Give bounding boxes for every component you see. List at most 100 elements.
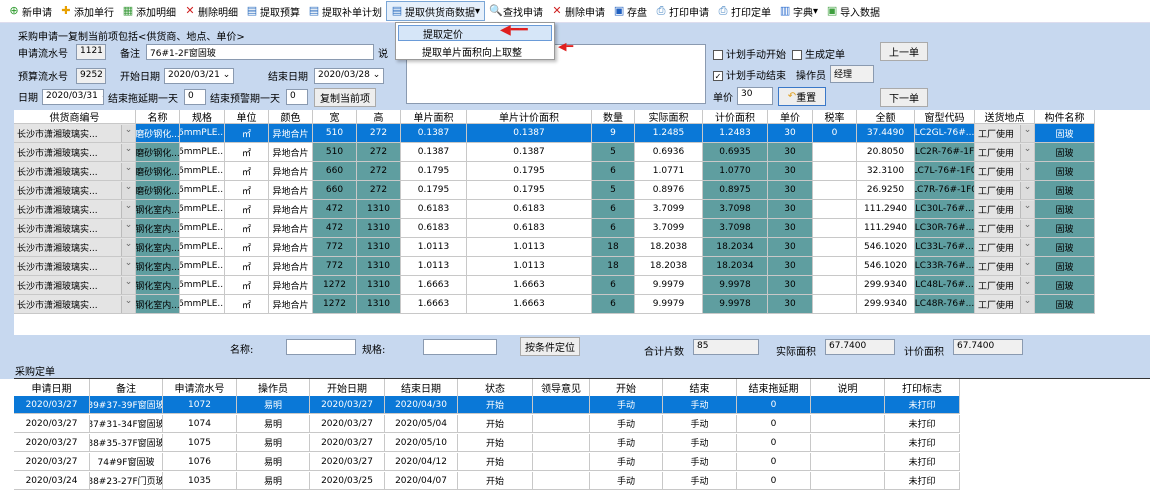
grid-cell[interactable]: 0.6936	[635, 143, 703, 162]
order-cell[interactable]: 未打印	[885, 396, 960, 414]
grid-cell[interactable]: LC30R-76#...	[915, 219, 975, 238]
order-cell[interactable]: 开始	[458, 396, 533, 414]
column-header[interactable]: 实际面积	[635, 110, 703, 124]
grid-cell[interactable]: 6	[592, 162, 635, 181]
order-cell[interactable]: 2020/04/12	[385, 453, 458, 471]
toolbar-button-0[interactable]: ⊕ 新申请	[4, 1, 56, 21]
grid-cell[interactable]: 3.7098	[703, 200, 768, 219]
grid-cell[interactable]: 异地合片	[269, 257, 313, 276]
order-cell[interactable]: 开始	[458, 434, 533, 452]
grid-cell[interactable]: 工厂使用 ⌄	[975, 276, 1035, 295]
chevron-down-icon[interactable]: ⌄	[1020, 276, 1034, 294]
order-cell[interactable]: 89#37-39F窗固玻	[90, 396, 163, 414]
grid-cell[interactable]: 6mmPLE...	[180, 200, 225, 219]
grid-cell[interactable]: 9.9979	[635, 295, 703, 314]
grid-cell[interactable]: 工厂使用 ⌄	[975, 181, 1035, 200]
grid-cell[interactable]: 30	[768, 124, 813, 143]
grid-cell[interactable]: 272	[357, 124, 401, 143]
grid-cell[interactable]: 工厂使用 ⌄	[975, 219, 1035, 238]
toolbar-button-1[interactable]: ✚ 添加单行	[56, 1, 118, 21]
column-header[interactable]: 税率	[813, 110, 857, 124]
grid-cell[interactable]: 6mmPLE...	[180, 124, 225, 143]
grid-cell[interactable]: 1.0113	[401, 257, 467, 276]
grid-cell[interactable]: 18.2034	[703, 257, 768, 276]
chevron-down-icon[interactable]: ⌄	[1020, 238, 1034, 256]
column-header[interactable]: 计价面积	[703, 110, 768, 124]
chevron-down-icon[interactable]: ⌄	[1020, 257, 1034, 275]
toolbar-button-7[interactable]: 🔍 查找申请	[485, 1, 547, 21]
column-header[interactable]: 送货地点	[975, 110, 1035, 124]
grid-cell[interactable]: 9.9979	[635, 276, 703, 295]
order-cell[interactable]: 2020/03/27	[310, 434, 385, 452]
order-cell[interactable]	[811, 415, 885, 433]
column-header[interactable]: 单片计价面积	[467, 110, 592, 124]
column-header[interactable]: 申请流水号	[163, 379, 237, 397]
grid-cell[interactable]: 272	[357, 181, 401, 200]
grid-cell[interactable]: 1310	[357, 295, 401, 314]
grid-cell[interactable]: 1.0113	[467, 238, 592, 257]
grid-cell[interactable]: 异地合片	[269, 295, 313, 314]
date-picker[interactable]: 2020/03/31 ⌄	[42, 89, 104, 105]
grid-cell[interactable]: 工厂使用 ⌄	[975, 257, 1035, 276]
order-cell[interactable]	[811, 472, 885, 490]
plan-start-checkbox[interactable]: 计划手动开始	[713, 46, 786, 61]
grid-cell[interactable]: 0.6183	[401, 219, 467, 238]
order-cell[interactable]	[811, 396, 885, 414]
order-cell[interactable]: 手动	[663, 472, 737, 490]
column-header[interactable]: 结束日期	[385, 379, 458, 397]
order-cell[interactable]: 手动	[590, 472, 663, 490]
grid-cell[interactable]: 长沙市潇湘玻璃实... ⌄	[14, 124, 136, 143]
grid-cell[interactable]: 1310	[357, 238, 401, 257]
prev-order-button[interactable]: 上一单	[880, 42, 928, 61]
toolbar-button-12[interactable]: ▥ 字典 ▾	[775, 1, 822, 21]
grid-cell[interactable]: 1272	[313, 295, 357, 314]
grid-cell[interactable]: 6	[592, 219, 635, 238]
plan-end-checkbox[interactable]: ✓ 计划手动结束	[713, 67, 786, 82]
menu-item-extract-area-roundup[interactable]: 提取单片面积向上取整	[422, 47, 522, 59]
grid-cell[interactable]: 9	[592, 124, 635, 143]
grid-cell[interactable]: 30	[768, 238, 813, 257]
chevron-down-icon[interactable]: ⌄	[121, 276, 135, 294]
grid-cell[interactable]: 磨砂钢化...	[136, 143, 180, 162]
grid-cell[interactable]: 固玻	[1035, 200, 1095, 219]
grid-cell[interactable]: 异地合片	[269, 200, 313, 219]
order-cell[interactable]: 0	[737, 434, 811, 452]
order-cell[interactable]: 2020/05/04	[385, 415, 458, 433]
grid-cell[interactable]: 1310	[357, 200, 401, 219]
chevron-down-icon[interactable]: ⌄	[121, 257, 135, 275]
grid-cell[interactable]: 32.3100	[857, 162, 915, 181]
order-cell[interactable]: 2020/03/24	[14, 472, 90, 490]
grid-cell[interactable]: ㎡	[225, 143, 269, 162]
grid-cell[interactable]: 546.1020	[857, 257, 915, 276]
grid-cell[interactable]: 6mmPLE...	[180, 295, 225, 314]
grid-cell[interactable]: 18	[592, 257, 635, 276]
toolbar-button-13[interactable]: ▣ 导入数据	[822, 1, 884, 21]
grid-cell[interactable]: 111.2940	[857, 219, 915, 238]
grid-cell[interactable]: 长沙市潇湘玻璃实... ⌄	[14, 200, 136, 219]
column-header[interactable]: 构件名称	[1035, 110, 1095, 124]
grid-cell[interactable]: 111.2940	[857, 200, 915, 219]
grid-cell[interactable]: 长沙市潇湘玻璃实... ⌄	[14, 295, 136, 314]
order-cell[interactable]: 74#9F窗固玻	[90, 453, 163, 471]
name-filter-input[interactable]	[286, 339, 356, 355]
order-cell[interactable]: 开始	[458, 453, 533, 471]
grid-cell[interactable]	[813, 295, 857, 314]
chevron-down-icon[interactable]: ⌄	[1020, 143, 1034, 161]
column-header[interactable]: 开始	[590, 379, 663, 397]
order-cell[interactable]: 1072	[163, 396, 237, 414]
chevron-down-icon[interactable]: ⌄	[121, 124, 135, 142]
order-cell[interactable]: 易明	[237, 453, 310, 471]
grid-cell[interactable]: 0.6183	[467, 219, 592, 238]
chevron-down-icon[interactable]: ⌄	[121, 162, 135, 180]
grid-cell[interactable]: LC33L-76#...	[915, 238, 975, 257]
grid-cell[interactable]: 30	[768, 276, 813, 295]
apply-no-field[interactable]: 1121	[76, 44, 106, 60]
chevron-down-icon[interactable]: ⌄	[121, 143, 135, 161]
order-cell[interactable]: 1075	[163, 434, 237, 452]
grid-cell[interactable]	[813, 276, 857, 295]
order-cell[interactable]: 2020/03/27	[14, 415, 90, 433]
